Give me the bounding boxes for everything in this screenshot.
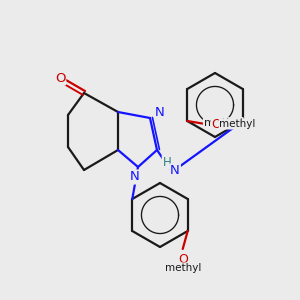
- Text: N: N: [170, 164, 180, 178]
- Text: methyl: methyl: [164, 263, 201, 273]
- Text: N: N: [130, 170, 140, 184]
- Text: O: O: [211, 118, 221, 130]
- Text: O: O: [178, 253, 188, 266]
- Text: O: O: [55, 71, 65, 85]
- Text: H: H: [163, 155, 171, 169]
- Text: methyl: methyl: [204, 118, 243, 128]
- Text: N: N: [155, 106, 165, 118]
- Text: methyl: methyl: [219, 119, 256, 129]
- Text: O: O: [208, 116, 218, 128]
